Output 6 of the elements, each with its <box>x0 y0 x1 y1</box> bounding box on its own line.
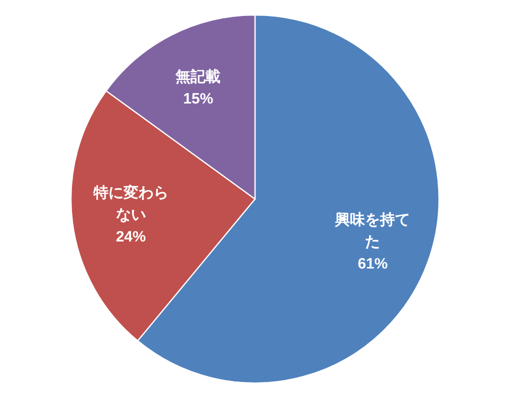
slice-label: 興味を持てた <box>334 210 410 250</box>
data-label: 24% <box>116 228 146 246</box>
slice-label: 特に変わらない <box>92 183 168 224</box>
slice-label: 無記載 <box>174 68 221 86</box>
data-label: 61% <box>358 254 388 272</box>
data-label: 15% <box>183 90 214 108</box>
